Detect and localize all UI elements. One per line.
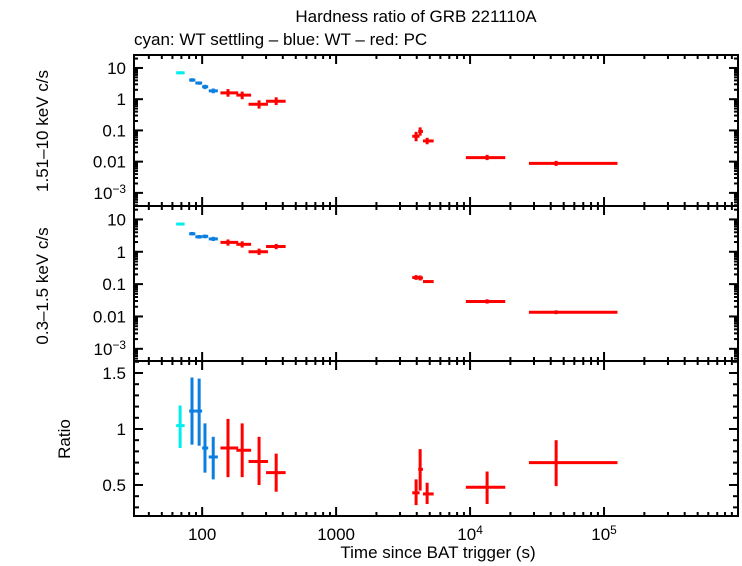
data-point-pc bbox=[412, 131, 420, 142]
chart-subtitle: cyan: WT settling – blue: WT – red: PC bbox=[134, 30, 427, 49]
data-point-pc bbox=[236, 241, 252, 248]
data-point-pc bbox=[418, 127, 423, 136]
data-point-pc bbox=[422, 137, 434, 145]
data-point-wt-settling bbox=[176, 71, 185, 75]
data-point-pc bbox=[418, 275, 423, 281]
data-point-pc bbox=[422, 280, 434, 284]
data-point-pc bbox=[220, 418, 239, 478]
data-point-wt bbox=[208, 436, 218, 480]
data-point-pc bbox=[248, 436, 268, 485]
panel-ratio: 1.5 1 0.5 Ratio bbox=[55, 360, 739, 517]
data-point-pc bbox=[266, 243, 286, 250]
data-point-wt-settling bbox=[176, 222, 185, 226]
y-tick-label: 10 bbox=[107, 59, 126, 78]
y-tick-label: 0.01 bbox=[93, 153, 126, 172]
x-axis-label: Time since BAT trigger (s) bbox=[340, 543, 535, 562]
y-axis-label: 1.51–10 keV c/s bbox=[33, 70, 52, 192]
panel-soft: 10 1 0.1 0.01 10−3 0.3–1.5 keV c/s bbox=[33, 205, 739, 362]
data-point-pc bbox=[220, 239, 239, 246]
data-point-wt bbox=[195, 234, 203, 239]
panel-hard: 10 1 0.1 0.01 10−3 1.51–10 keV c/s bbox=[33, 54, 739, 207]
panel-frame bbox=[133, 205, 739, 362]
panel-frame bbox=[133, 360, 739, 517]
chart-title: Hardness ratio of GRB 221110A bbox=[295, 7, 537, 26]
x-tick-label: 100 bbox=[188, 525, 216, 544]
y-tick-label: 0.1 bbox=[102, 121, 126, 140]
data-point-pc bbox=[412, 479, 420, 506]
x-tick-label: 104 bbox=[457, 523, 483, 544]
y-tick-label: 1 bbox=[117, 243, 126, 262]
data-point-wt bbox=[189, 231, 196, 236]
data-point-wt bbox=[202, 423, 209, 473]
data-point-pc bbox=[465, 299, 506, 304]
data-point-pc bbox=[248, 248, 268, 255]
data-point-pc bbox=[248, 100, 268, 109]
y-tick-label: 10−3 bbox=[94, 338, 127, 359]
data-point-pc bbox=[236, 423, 252, 478]
data-point-pc bbox=[528, 310, 618, 315]
data-point-pc bbox=[236, 91, 252, 100]
y-tick-label: 1 bbox=[117, 420, 126, 439]
data-point-pc bbox=[266, 97, 286, 106]
data-point-pc bbox=[528, 160, 618, 166]
data-point-wt-settling bbox=[176, 405, 185, 449]
data-point-wt bbox=[208, 236, 218, 242]
y-tick-label: 10−3 bbox=[94, 182, 127, 203]
y-tick-label: 10 bbox=[107, 210, 126, 229]
data-point-wt bbox=[202, 84, 209, 90]
panel-frame bbox=[133, 54, 739, 207]
data-point-pc bbox=[528, 440, 618, 487]
data-point-pc bbox=[465, 471, 506, 505]
data-point-wt bbox=[189, 78, 196, 82]
y-axis-label: Ratio bbox=[55, 419, 74, 459]
x-tick-label: 1000 bbox=[317, 525, 355, 544]
y-tick-label: 0.1 bbox=[102, 275, 126, 294]
data-point-pc bbox=[220, 89, 239, 97]
x-tick-label: 105 bbox=[591, 523, 617, 544]
y-tick-label: 1.5 bbox=[102, 364, 126, 383]
data-point-pc bbox=[465, 154, 506, 161]
data-point-pc bbox=[418, 449, 423, 491]
data-point-pc bbox=[266, 453, 286, 492]
data-point-wt bbox=[208, 88, 218, 94]
data-point-pc bbox=[422, 482, 434, 505]
y-tick-label: 0.5 bbox=[102, 476, 126, 495]
y-tick-label: 0.01 bbox=[93, 307, 126, 326]
data-point-wt bbox=[202, 234, 209, 239]
data-point-wt bbox=[195, 378, 203, 446]
y-tick-label: 1 bbox=[117, 90, 126, 109]
data-point-wt bbox=[195, 81, 203, 85]
y-axis-label: 0.3–1.5 keV c/s bbox=[33, 227, 52, 344]
data-point-wt bbox=[189, 377, 196, 445]
